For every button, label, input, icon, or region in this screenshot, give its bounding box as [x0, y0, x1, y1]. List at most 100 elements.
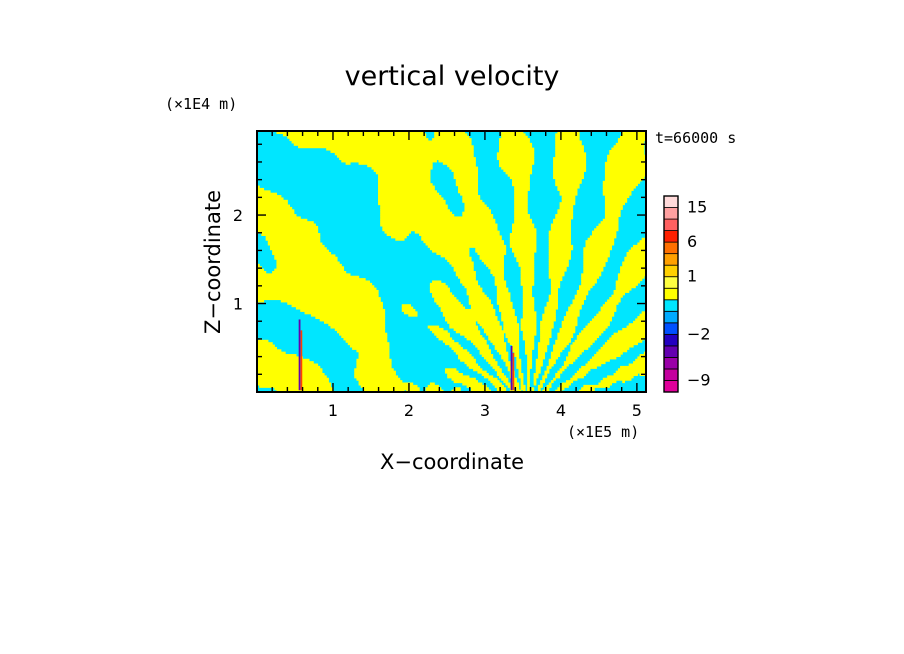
field-cell — [475, 249, 507, 253]
field-cell — [494, 344, 507, 348]
field-cell — [533, 382, 537, 386]
field-cell — [512, 223, 535, 227]
field-cell — [544, 308, 556, 312]
field-cell — [479, 254, 504, 258]
field-cell — [624, 256, 646, 260]
field-cell — [548, 268, 567, 272]
field-cell — [617, 275, 645, 279]
field-cell — [518, 370, 522, 374]
field-cell — [514, 195, 528, 199]
field-cell — [496, 152, 535, 156]
field-cell — [566, 311, 580, 315]
x-axis-label: X−coordinate — [380, 450, 524, 474]
field-cell — [257, 263, 260, 267]
field-cell — [462, 195, 481, 199]
y-axis-label: Z−coordinate — [201, 190, 225, 334]
field-cell — [494, 275, 504, 279]
field-cell — [540, 380, 546, 384]
field-cell — [594, 354, 621, 358]
field-cell — [643, 351, 646, 355]
colorbar-swatch — [663, 333, 679, 347]
field-cell — [524, 344, 535, 348]
field-cell — [587, 323, 610, 327]
field-cell — [257, 270, 267, 274]
field-cell — [455, 330, 481, 334]
field-cell — [583, 256, 608, 260]
field-cell — [378, 178, 431, 182]
field-cell — [527, 361, 533, 365]
field-cell — [520, 318, 537, 322]
field-cell — [512, 380, 517, 384]
field-cell — [445, 370, 459, 374]
field-cell — [287, 301, 383, 305]
field-cell — [522, 299, 535, 303]
field-cell — [583, 254, 610, 258]
field-cell — [257, 375, 327, 379]
field-cell — [257, 216, 301, 220]
field-cell — [494, 346, 507, 350]
field-cell — [548, 249, 571, 253]
field-cell — [280, 299, 381, 303]
field-cell — [257, 225, 319, 229]
field-cell — [509, 176, 530, 180]
field-cell — [548, 273, 565, 277]
field-cell — [570, 377, 578, 381]
field-cell — [604, 202, 625, 206]
x-tick-label: 2 — [404, 401, 414, 420]
field-cell — [401, 306, 414, 310]
field-cell — [378, 195, 442, 199]
field-cell — [451, 263, 474, 267]
field-cell — [436, 252, 470, 255]
field-cell — [257, 221, 314, 225]
field-cell — [496, 287, 509, 291]
field-cell — [533, 377, 537, 381]
field-cell — [378, 176, 431, 180]
field-cell — [455, 273, 476, 277]
field-cell — [535, 358, 543, 362]
field-cell — [527, 356, 533, 360]
field-cell — [576, 289, 589, 293]
field-cell — [380, 211, 453, 215]
field-cell — [520, 273, 535, 277]
field-cell — [583, 261, 606, 265]
field-cell — [527, 365, 533, 369]
field-cell — [298, 145, 474, 149]
field-cell — [604, 171, 646, 175]
colorbar-swatch — [663, 368, 679, 381]
field-cell — [591, 230, 617, 234]
field-cell — [494, 368, 502, 372]
field-cell — [542, 313, 556, 317]
field-cell — [496, 292, 511, 296]
colorbar-swatch — [663, 195, 679, 208]
field-cell — [427, 244, 507, 248]
field-cell — [464, 206, 489, 210]
field-cell — [557, 131, 580, 134]
field-cell — [604, 166, 646, 170]
field-cell — [594, 228, 619, 232]
field-cell — [449, 344, 461, 348]
field-cell — [568, 308, 580, 312]
field-cell — [499, 147, 535, 151]
field-cell — [630, 247, 646, 251]
field-cell — [453, 268, 474, 272]
field-cell — [382, 225, 498, 229]
field-cell — [516, 358, 522, 362]
field-cell — [583, 270, 602, 274]
field-cell — [257, 299, 265, 303]
field-cell — [462, 199, 483, 203]
field-cell — [261, 233, 321, 236]
field-cell — [488, 335, 504, 339]
field-cell — [537, 349, 548, 353]
field-cell — [639, 354, 646, 358]
field-cell — [548, 259, 569, 263]
field-cell — [518, 261, 535, 265]
field-cell — [535, 370, 541, 374]
field-cell — [380, 218, 496, 222]
field-cell — [507, 339, 520, 343]
field-cell — [460, 358, 476, 362]
field-cell — [432, 249, 470, 253]
field-cell — [378, 185, 435, 189]
field-cell — [257, 218, 308, 222]
field-cell — [486, 263, 504, 267]
field-cell — [473, 342, 487, 346]
